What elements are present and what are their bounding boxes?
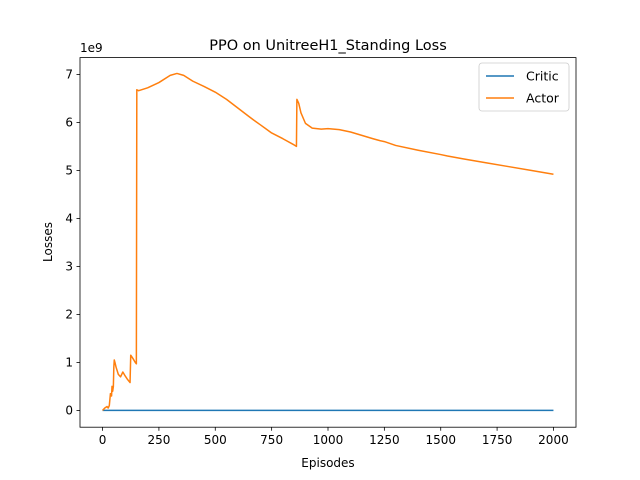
x-tick-label: 1250 bbox=[369, 433, 400, 447]
y-tick-label: 1 bbox=[65, 356, 73, 370]
legend-box bbox=[478, 62, 570, 112]
y-tick-label: 5 bbox=[65, 164, 73, 178]
x-axis-ticks: 0 250 500 750 1000 1250 1500 1750 2000 bbox=[99, 427, 569, 447]
chart-title: PPO on UnitreeH1_Standing Loss bbox=[209, 38, 447, 54]
y-tick-label: 0 bbox=[65, 404, 73, 418]
x-tick-label: 250 bbox=[147, 433, 170, 447]
series-line-actor bbox=[102, 72, 554, 411]
y-tick-label: 2 bbox=[65, 308, 73, 322]
x-tick-label: 1500 bbox=[425, 433, 456, 447]
y-tick-label: 7 bbox=[65, 68, 73, 82]
series-layer bbox=[102, 72, 554, 412]
y-axis-scale-label: 1e9 bbox=[80, 41, 103, 55]
y-axis-label: Losses bbox=[41, 222, 55, 262]
x-tick-label: 2000 bbox=[538, 433, 569, 447]
x-axis-label: Episodes bbox=[301, 456, 354, 470]
x-tick-label: 1750 bbox=[482, 433, 513, 447]
x-tick-label: 750 bbox=[260, 433, 283, 447]
x-tick-label: 1000 bbox=[313, 433, 344, 447]
legend: Critic Actor bbox=[478, 62, 570, 112]
y-tick-label: 6 bbox=[65, 116, 73, 130]
y-axis-ticks: 0 1 2 3 4 5 6 7 bbox=[65, 68, 80, 418]
legend-label-critic: Critic bbox=[526, 69, 559, 84]
y-tick-label: 3 bbox=[65, 260, 73, 274]
x-tick-label: 500 bbox=[204, 433, 227, 447]
axes-frame bbox=[79, 57, 577, 428]
y-tick-label: 4 bbox=[65, 212, 73, 226]
legend-items: Critic Actor bbox=[486, 69, 560, 106]
plot-area bbox=[79, 57, 577, 428]
x-tick-label: 0 bbox=[99, 433, 107, 447]
legend-label-actor: Actor bbox=[526, 91, 560, 106]
